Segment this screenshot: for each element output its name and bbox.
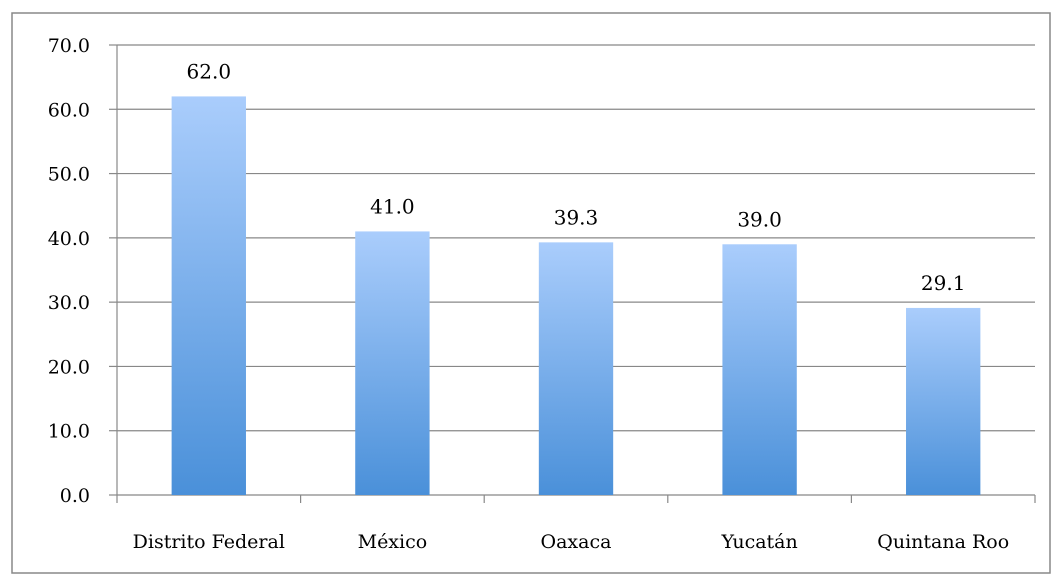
data-label: 39.0 <box>737 207 782 231</box>
y-tick-labels: 0.0 10.0 20.0 30.0 40.0 50.0 60.0 70.0 <box>48 35 90 507</box>
data-label: 62.0 <box>187 59 232 83</box>
data-label: 39.3 <box>554 205 599 229</box>
y-tick-label: 10.0 <box>48 421 90 443</box>
x-tick-label: Yucatán <box>720 531 797 553</box>
y-tick-label: 60.0 <box>48 99 90 121</box>
x-tick-label: Quintana Roo <box>877 531 1009 553</box>
y-tick-label: 50.0 <box>48 164 90 186</box>
y-tick-label: 70.0 <box>48 35 90 57</box>
bar-m-xico <box>355 231 430 495</box>
x-tick-label: México <box>358 531 428 553</box>
data-labels: 62.0 41.0 39.3 39.0 29.1 <box>187 59 966 294</box>
x-tick-label: Oaxaca <box>541 531 612 553</box>
data-label: 41.0 <box>370 194 415 218</box>
y-tick-label: 0.0 <box>60 485 90 507</box>
data-label: 29.1 <box>921 271 966 295</box>
bar-oaxaca <box>538 242 614 495</box>
bars <box>171 96 981 495</box>
bar-yucat-n <box>722 244 797 495</box>
y-tick-label: 30.0 <box>48 292 90 314</box>
bar-quintana-roo <box>906 307 981 495</box>
x-tick-labels: Distrito Federal México Oaxaca Yucatán Quint… <box>133 531 1009 553</box>
chart-border <box>11 12 1051 574</box>
y-tick-label: 20.0 <box>48 356 90 378</box>
x-tick-label: Distrito Federal <box>133 531 285 553</box>
y-tick-label: 40.0 <box>48 228 90 250</box>
bar-distrito-federal <box>171 96 246 495</box>
